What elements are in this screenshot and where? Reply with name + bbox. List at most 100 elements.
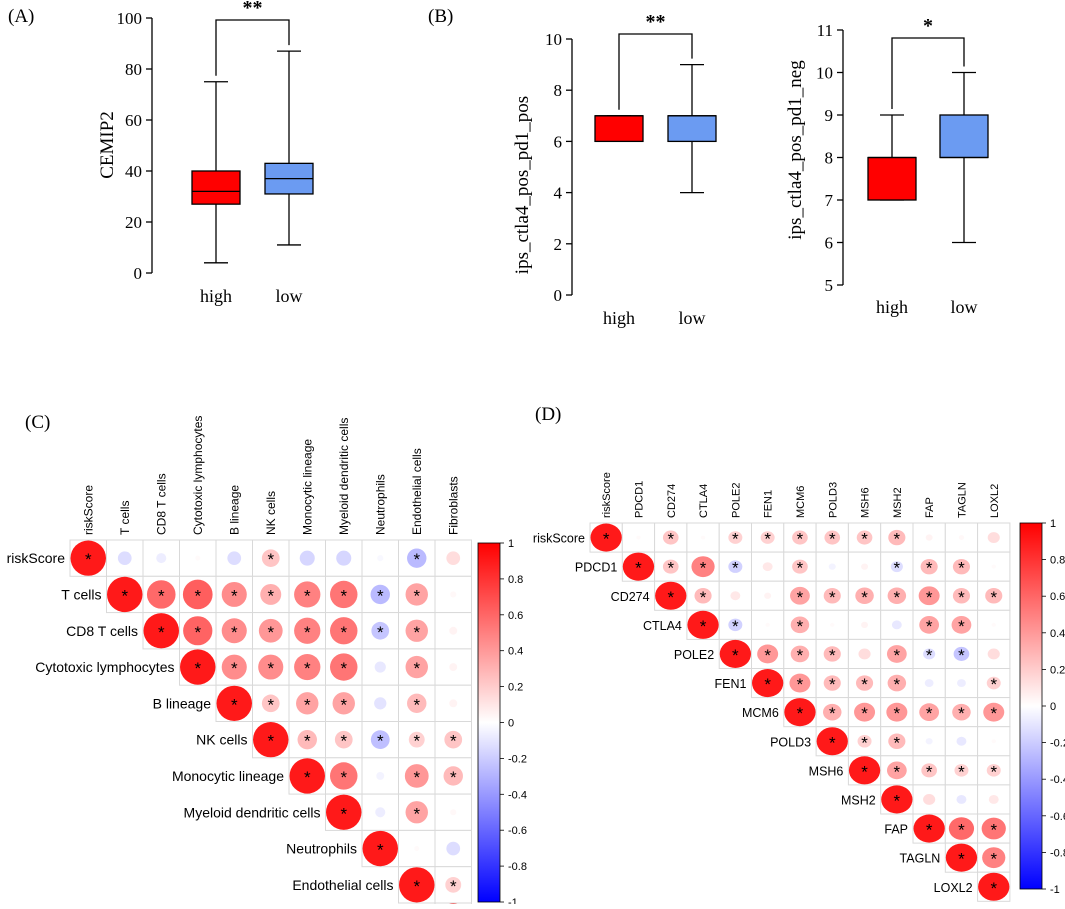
row-label: LOXL2 (934, 881, 973, 895)
significance-star: * (797, 704, 804, 723)
y-axis-label: ips_ctla4_pos_pd1_neg (785, 60, 806, 240)
correlation-circle (414, 846, 420, 852)
correlation-circle (890, 561, 903, 573)
correlation-circle (728, 560, 743, 573)
correlation-circle (958, 535, 965, 540)
significance-star: * (861, 762, 868, 781)
row-label: Cytotoxic lymphocytes (35, 659, 174, 675)
correlation-circle (330, 617, 358, 645)
column-label: CTLA4 (698, 484, 710, 518)
colorbar-tick-label: 0 (1050, 701, 1056, 713)
y-tick-label: 8 (554, 81, 563, 100)
correlation-circle (920, 558, 938, 575)
significance-star: * (635, 559, 642, 578)
correlation-circle (789, 673, 811, 693)
y-tick-label: 80 (125, 60, 142, 79)
correlation-circle (951, 615, 972, 634)
heatmap-cell (325, 721, 363, 759)
significance-star: * (267, 659, 274, 678)
correlation-circle (854, 702, 876, 722)
colorbar-tick-label: 0.2 (508, 682, 523, 694)
y-tick-label: 10 (545, 30, 562, 49)
significance-star: * (894, 762, 901, 781)
correlation-circle (823, 675, 841, 691)
correlation-circle (221, 581, 247, 607)
row-label: MCM6 (742, 706, 779, 720)
correlation-circle (326, 794, 362, 830)
correlation-circle (982, 847, 1006, 869)
significance-star: * (267, 550, 274, 569)
column-label: T cells (118, 501, 132, 535)
significance-star: * (304, 586, 311, 605)
significance-bracket (215, 19, 290, 76)
x-tick-label: low (276, 286, 303, 306)
significance-star: * (340, 732, 347, 751)
correlation-circle (828, 563, 836, 570)
correlation-circle (444, 730, 463, 749)
correlation-circle (765, 622, 770, 627)
y-tick-label: 40 (125, 162, 142, 181)
colorbar (1019, 522, 1043, 890)
significance-star: * (700, 559, 707, 578)
correlation-circle (446, 841, 461, 856)
significance-star: * (926, 588, 933, 607)
significance-star: * (700, 588, 707, 607)
box-high (867, 156, 917, 201)
y-tick-label: 60 (125, 111, 142, 130)
significance-star: * (894, 530, 901, 549)
correlation-circle (407, 548, 427, 568)
colorbar-tick-label: -0.4 (1050, 774, 1065, 786)
significance-star: * (926, 821, 933, 840)
column-label: MSH6 (860, 487, 872, 518)
column-label: CD274 (666, 484, 678, 518)
correlation-circle (443, 766, 463, 786)
significance-star: * (603, 530, 610, 549)
x-tick-label: high (603, 308, 635, 328)
significance-star: * (377, 623, 384, 642)
row-label: CTLA4 (643, 619, 682, 633)
correlation-circle (948, 817, 975, 840)
correlation-circle (792, 530, 808, 545)
row-label: FAP (884, 823, 908, 837)
correlation-circle (370, 730, 390, 749)
colorbar-tick-label: -0.4 (508, 789, 527, 801)
correlation-circle (258, 618, 283, 643)
significance-star: * (958, 559, 965, 578)
correlation-circle (405, 801, 428, 824)
column-label: riskScore (601, 472, 613, 518)
significance-star: * (413, 659, 420, 678)
row-label: CD8 T cells (66, 623, 138, 639)
x-tick-label: low (951, 297, 978, 317)
significance-star: * (304, 732, 311, 751)
correlation-circle (221, 654, 247, 680)
significance-star: * (894, 675, 901, 694)
panel-label-b: (B) (428, 6, 453, 27)
correlation-circle (923, 648, 936, 660)
correlation-circle (332, 692, 355, 715)
significance-star: * (958, 617, 965, 636)
correlation-circle (987, 648, 1000, 660)
correlation-circle (258, 654, 284, 680)
correlation-circle (261, 694, 280, 713)
significance-star: * (340, 659, 347, 678)
correlation-circle (146, 580, 176, 609)
correlation-circle (952, 703, 971, 721)
correlation-circle (700, 535, 706, 540)
significance-star: * (231, 659, 238, 678)
correlation-circle (757, 644, 779, 664)
significance-star: * (797, 675, 804, 694)
correlation-circle (886, 761, 907, 780)
significance-star: * (861, 675, 868, 694)
significance-star: * (413, 695, 420, 714)
panel-label-c: (C) (25, 412, 50, 433)
correlation-circle (371, 621, 390, 640)
y-tick-label: 0 (134, 264, 143, 283)
correlation-circle (888, 529, 906, 546)
row-label: riskScore (7, 550, 66, 566)
significance-star: * (413, 623, 420, 642)
significance-star: * (304, 659, 311, 678)
significance-star: * (304, 695, 311, 714)
correlation-circle (824, 530, 841, 545)
colorbar-tick-label: 0.8 (508, 574, 523, 586)
